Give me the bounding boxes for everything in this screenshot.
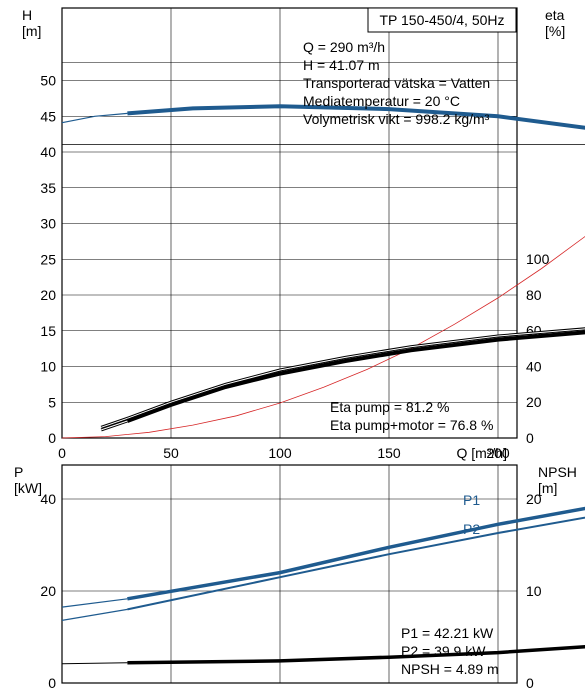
eta-info-line: Eta pump = 81.2 % — [330, 399, 449, 415]
x-axis-label: Q [m³/h] — [456, 445, 507, 461]
efficiency-curve-1 — [126, 330, 585, 423]
y-tick-left-label: 10 — [40, 359, 56, 375]
power-curve-ext-p2 — [61, 608, 128, 621]
npsh-axis-label-0: NPSH — [538, 464, 577, 480]
pump-title: TP 150-450/4, 50Hz — [379, 12, 504, 28]
head-curve-extension — [61, 112, 128, 124]
info-line: Mediatemperatur = 20 °C — [303, 93, 460, 109]
p-tick-label: 0 — [48, 675, 56, 691]
info-line: Volymetrisk vikt = 998.2 kg/m³ — [303, 111, 490, 127]
y-tick-left-label: 20 — [40, 287, 56, 303]
y-tick-left-label: 45 — [40, 108, 56, 124]
series-label-p1: P1 — [463, 492, 480, 508]
p-tick-label: 20 — [40, 583, 56, 599]
y-tick-left-label: 50 — [40, 73, 56, 89]
x-tick-label: 100 — [268, 445, 292, 461]
lower-panel: 0 20 40 0 10 20 P[kW] NPSH[m] P1 P2 P1 = 42.21 kW P… — [14, 464, 585, 691]
lower-info-line: P2 = 39.9 kW — [401, 643, 486, 659]
npsh-tick-label: 0 — [526, 675, 534, 691]
y-tick-left-label: 5 — [48, 394, 56, 410]
npsh-axis-label-1: [m] — [538, 480, 557, 496]
power-curve-p2 — [127, 516, 585, 611]
npsh-tick-label: 20 — [526, 491, 542, 507]
x-tick-label: 50 — [163, 445, 179, 461]
p-axis-label-1: [kW] — [14, 480, 42, 496]
efficiency-curve-ext-inner-0 — [101, 417, 128, 428]
y-tick-right-label: 0 — [526, 430, 534, 446]
y-axis-left-label-0: H — [22, 7, 32, 23]
series-label-p2: P2 — [463, 521, 480, 537]
y-tick-left-label: 0 — [48, 430, 56, 446]
info-line: Transporterad vätska = Vatten — [303, 75, 490, 91]
lower-info-line: NPSH = 4.89 m — [401, 661, 499, 677]
eta-info-line: Eta pump+motor = 76.8 % — [330, 417, 493, 433]
y-tick-left-label: 40 — [40, 144, 56, 160]
info-line: Q = 290 m³/h — [303, 39, 385, 55]
y-tick-right-label: 80 — [526, 287, 542, 303]
y-tick-right-label: 20 — [526, 394, 542, 410]
power-curve-p1 — [127, 506, 585, 601]
y-tick-left-label: 30 — [40, 216, 56, 232]
y-tick-left-label: 35 — [40, 180, 56, 196]
y-axis-left-label-1: [m] — [22, 23, 41, 39]
x-tick-label: 0 — [58, 445, 66, 461]
y-tick-left-label: 15 — [40, 323, 56, 339]
npsh-curve-extension — [61, 662, 128, 665]
p-axis-label-0: P — [14, 464, 23, 480]
y-axis-right-label-0: eta — [545, 7, 565, 23]
npsh-tick-label: 10 — [526, 583, 542, 599]
x-tick-label: 200 — [486, 445, 510, 461]
head-curve — [127, 104, 585, 130]
pump-title-box — [367, 7, 517, 33]
p-tick-label: 40 — [40, 491, 56, 507]
power-curve-ext-p1 — [61, 598, 128, 608]
efficiency-curve-inner-0 — [127, 328, 585, 419]
y-tick-right-label: 40 — [526, 358, 542, 374]
y-tick-right-label: 100 — [526, 251, 550, 267]
lower-plot-frame — [61, 464, 518, 684]
npsh-curve — [127, 645, 585, 665]
info-line: H = 41.07 m — [303, 57, 380, 73]
lower-info-line: P1 = 42.21 kW — [401, 625, 494, 641]
y-tick-left-label: 25 — [40, 251, 56, 267]
efficiency-curve-ext-inner-1 — [101, 420, 128, 431]
y-axis-right-label-1: [%] — [545, 23, 565, 39]
system-curve — [61, 236, 585, 439]
x-tick-label: 150 — [377, 445, 401, 461]
